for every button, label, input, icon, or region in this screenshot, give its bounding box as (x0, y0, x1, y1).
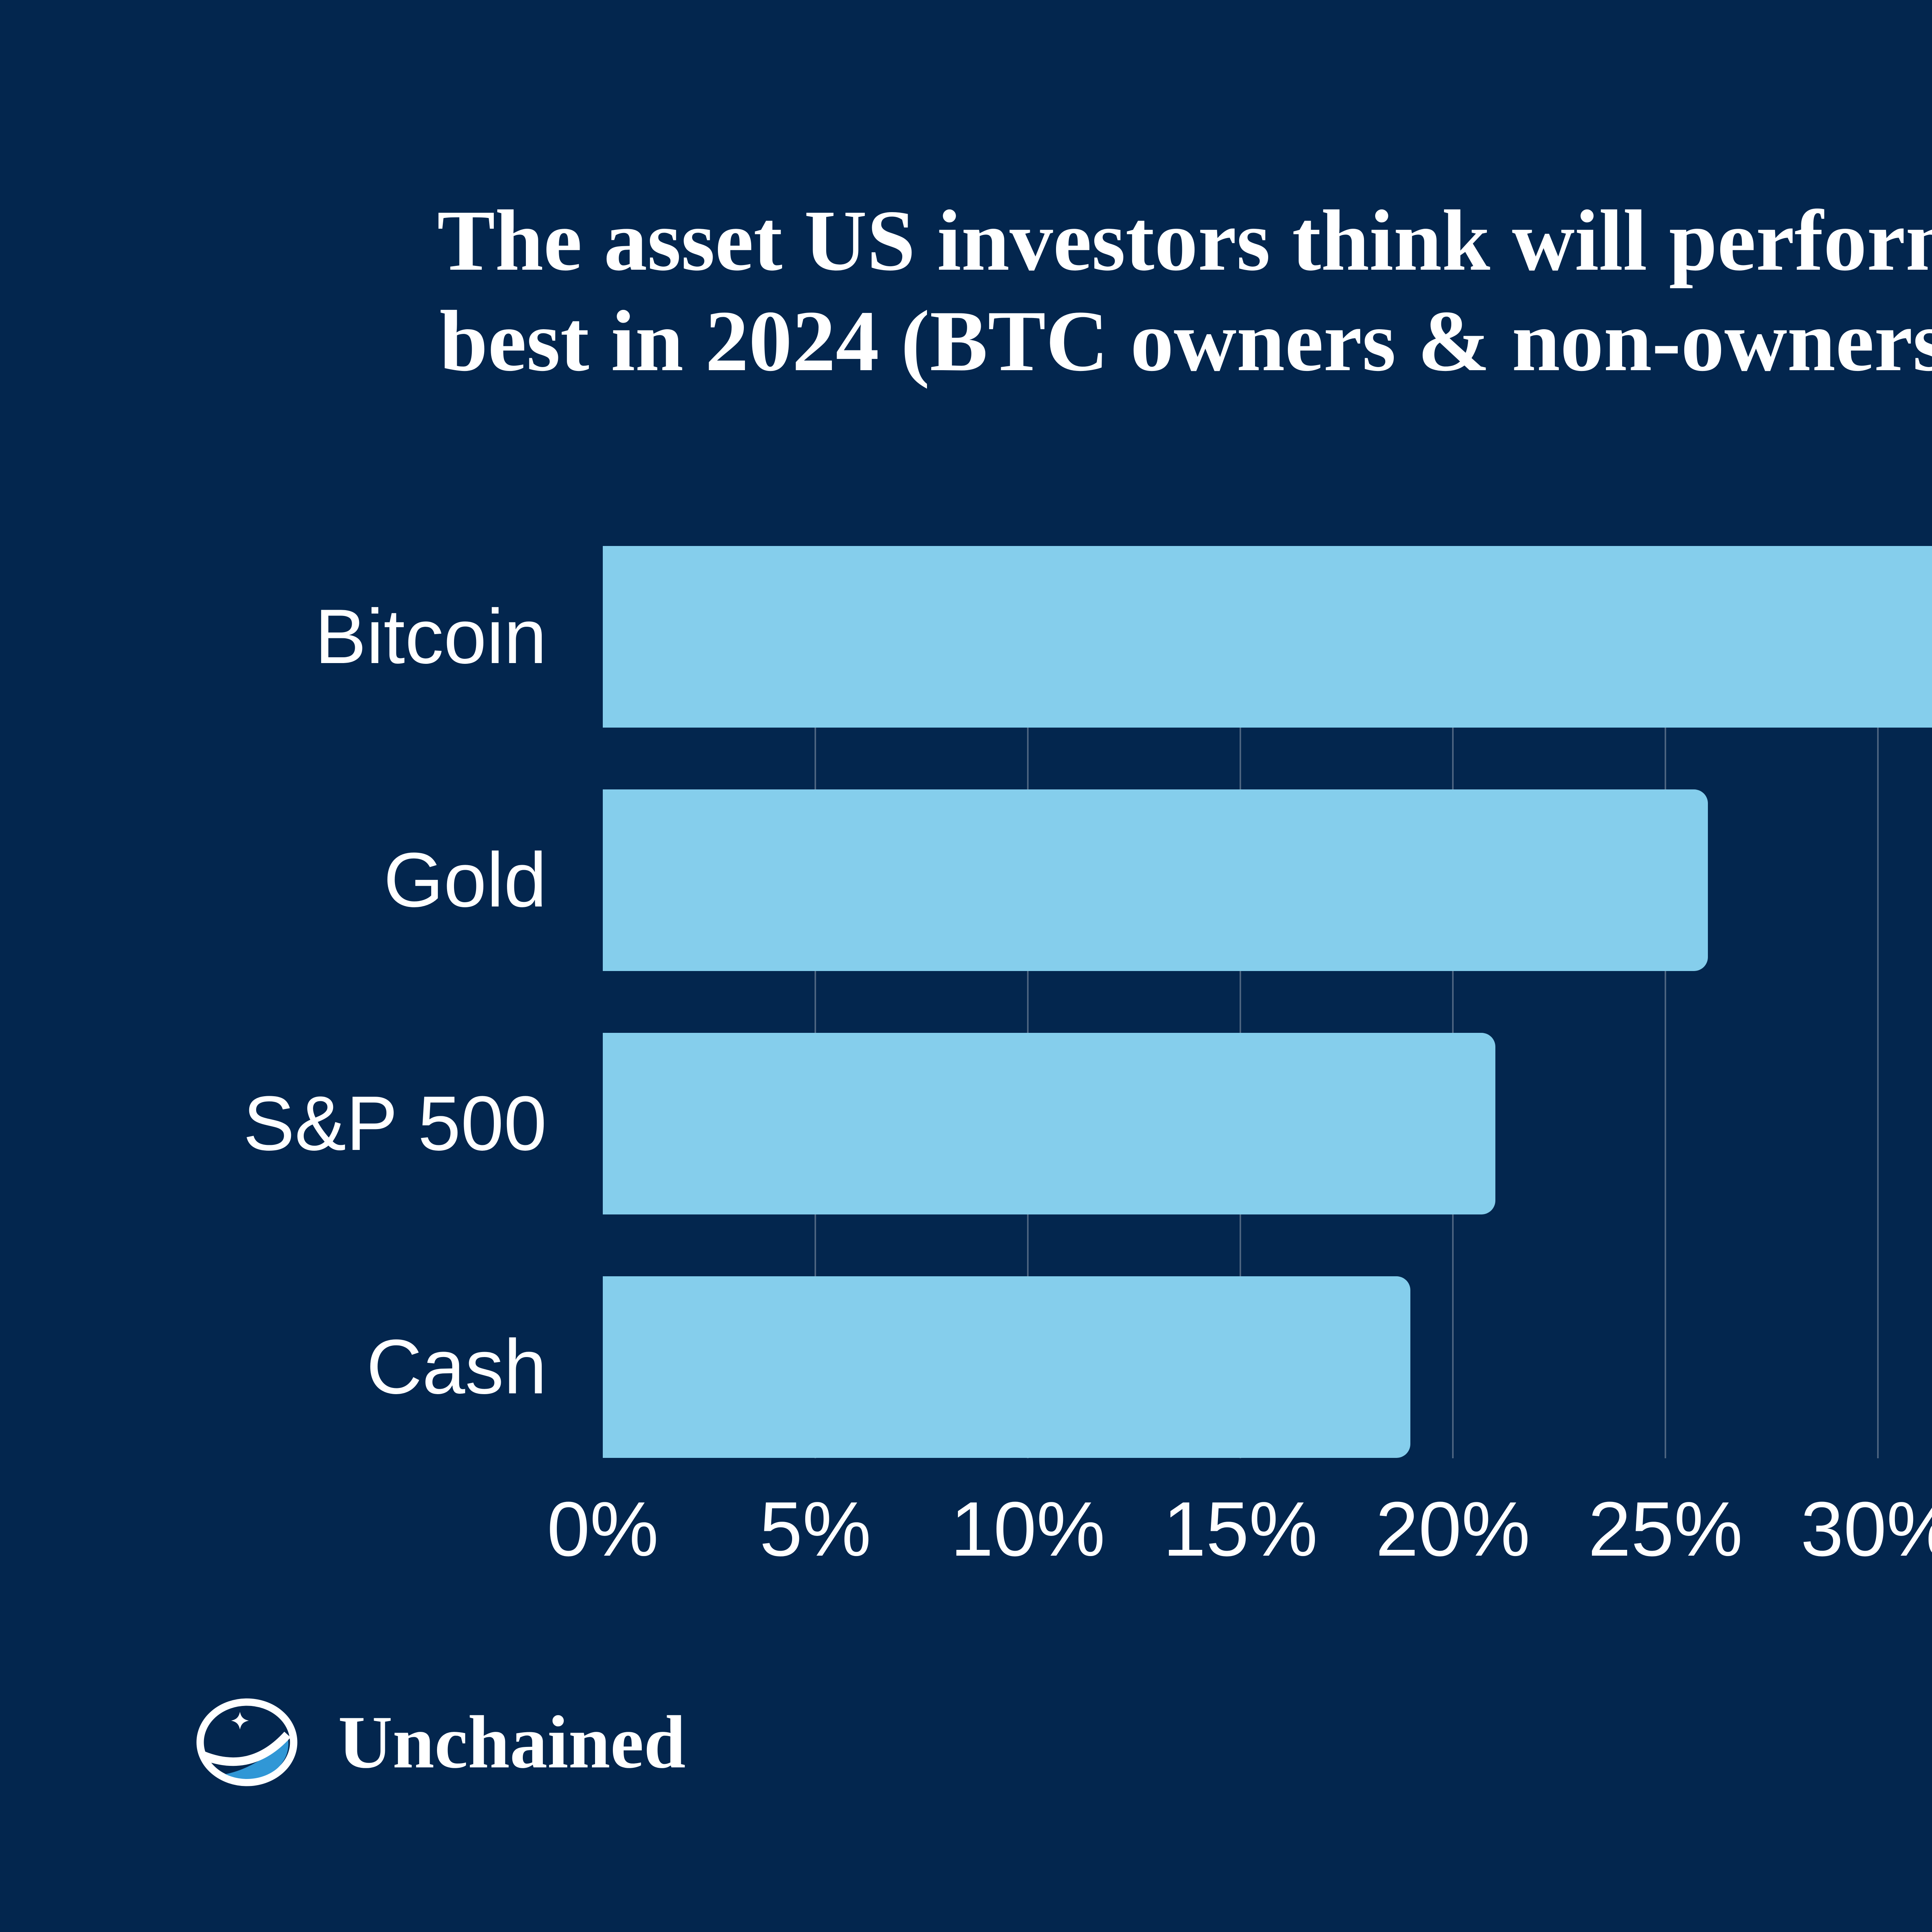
x-tick-label: 25% (1588, 1486, 1743, 1572)
logo-wave-blue (222, 1738, 289, 1779)
bar-bitcoin (603, 546, 1932, 728)
category-label: Cash (366, 1324, 547, 1410)
brand-wordmark: Unchained (338, 1701, 686, 1784)
category-label: Gold (383, 837, 547, 923)
category-label: S&P 500 (243, 1080, 547, 1167)
x-tick-label: 5% (759, 1486, 871, 1572)
gridline-30% (1877, 546, 1879, 1458)
logo-wave-white (204, 1731, 290, 1766)
x-tick-label: 30% (1800, 1486, 1932, 1572)
category-label: Bitcoin (315, 594, 547, 680)
brand-logo: Unchained (196, 1698, 685, 1786)
x-tick-label: 15% (1163, 1486, 1318, 1572)
bar-s-p-500 (603, 1033, 1495, 1214)
bar-gold (603, 789, 1708, 971)
x-axis: 0%5%10%15%20%25%30%35% (547, 1483, 1932, 1599)
x-tick-label: 20% (1375, 1486, 1531, 1572)
x-tick-label: 10% (950, 1486, 1105, 1572)
x-tick-label: 0% (547, 1486, 659, 1572)
gridline-10% (1027, 546, 1029, 1458)
chart-title-line-1: The asset US investors think will perfor… (437, 192, 1932, 289)
gridline-25% (1665, 546, 1666, 1458)
gridline-5% (815, 546, 816, 1458)
unchained-logo-icon (196, 1698, 298, 1786)
logo-ring (196, 1698, 298, 1786)
chart-title: The asset US investors think will perfor… (0, 190, 1932, 391)
plot-area (603, 546, 1932, 1458)
bar-cash (603, 1276, 1410, 1458)
gridline-15% (1240, 546, 1241, 1458)
gridline-20% (1452, 546, 1454, 1458)
logo-star-icon (231, 1712, 249, 1730)
chart-title-line-2: best in 2024 (BTC owners & non-owners) (439, 293, 1932, 389)
category-axis: Bitcoin Gold S&P 500 Cash (0, 546, 547, 1458)
